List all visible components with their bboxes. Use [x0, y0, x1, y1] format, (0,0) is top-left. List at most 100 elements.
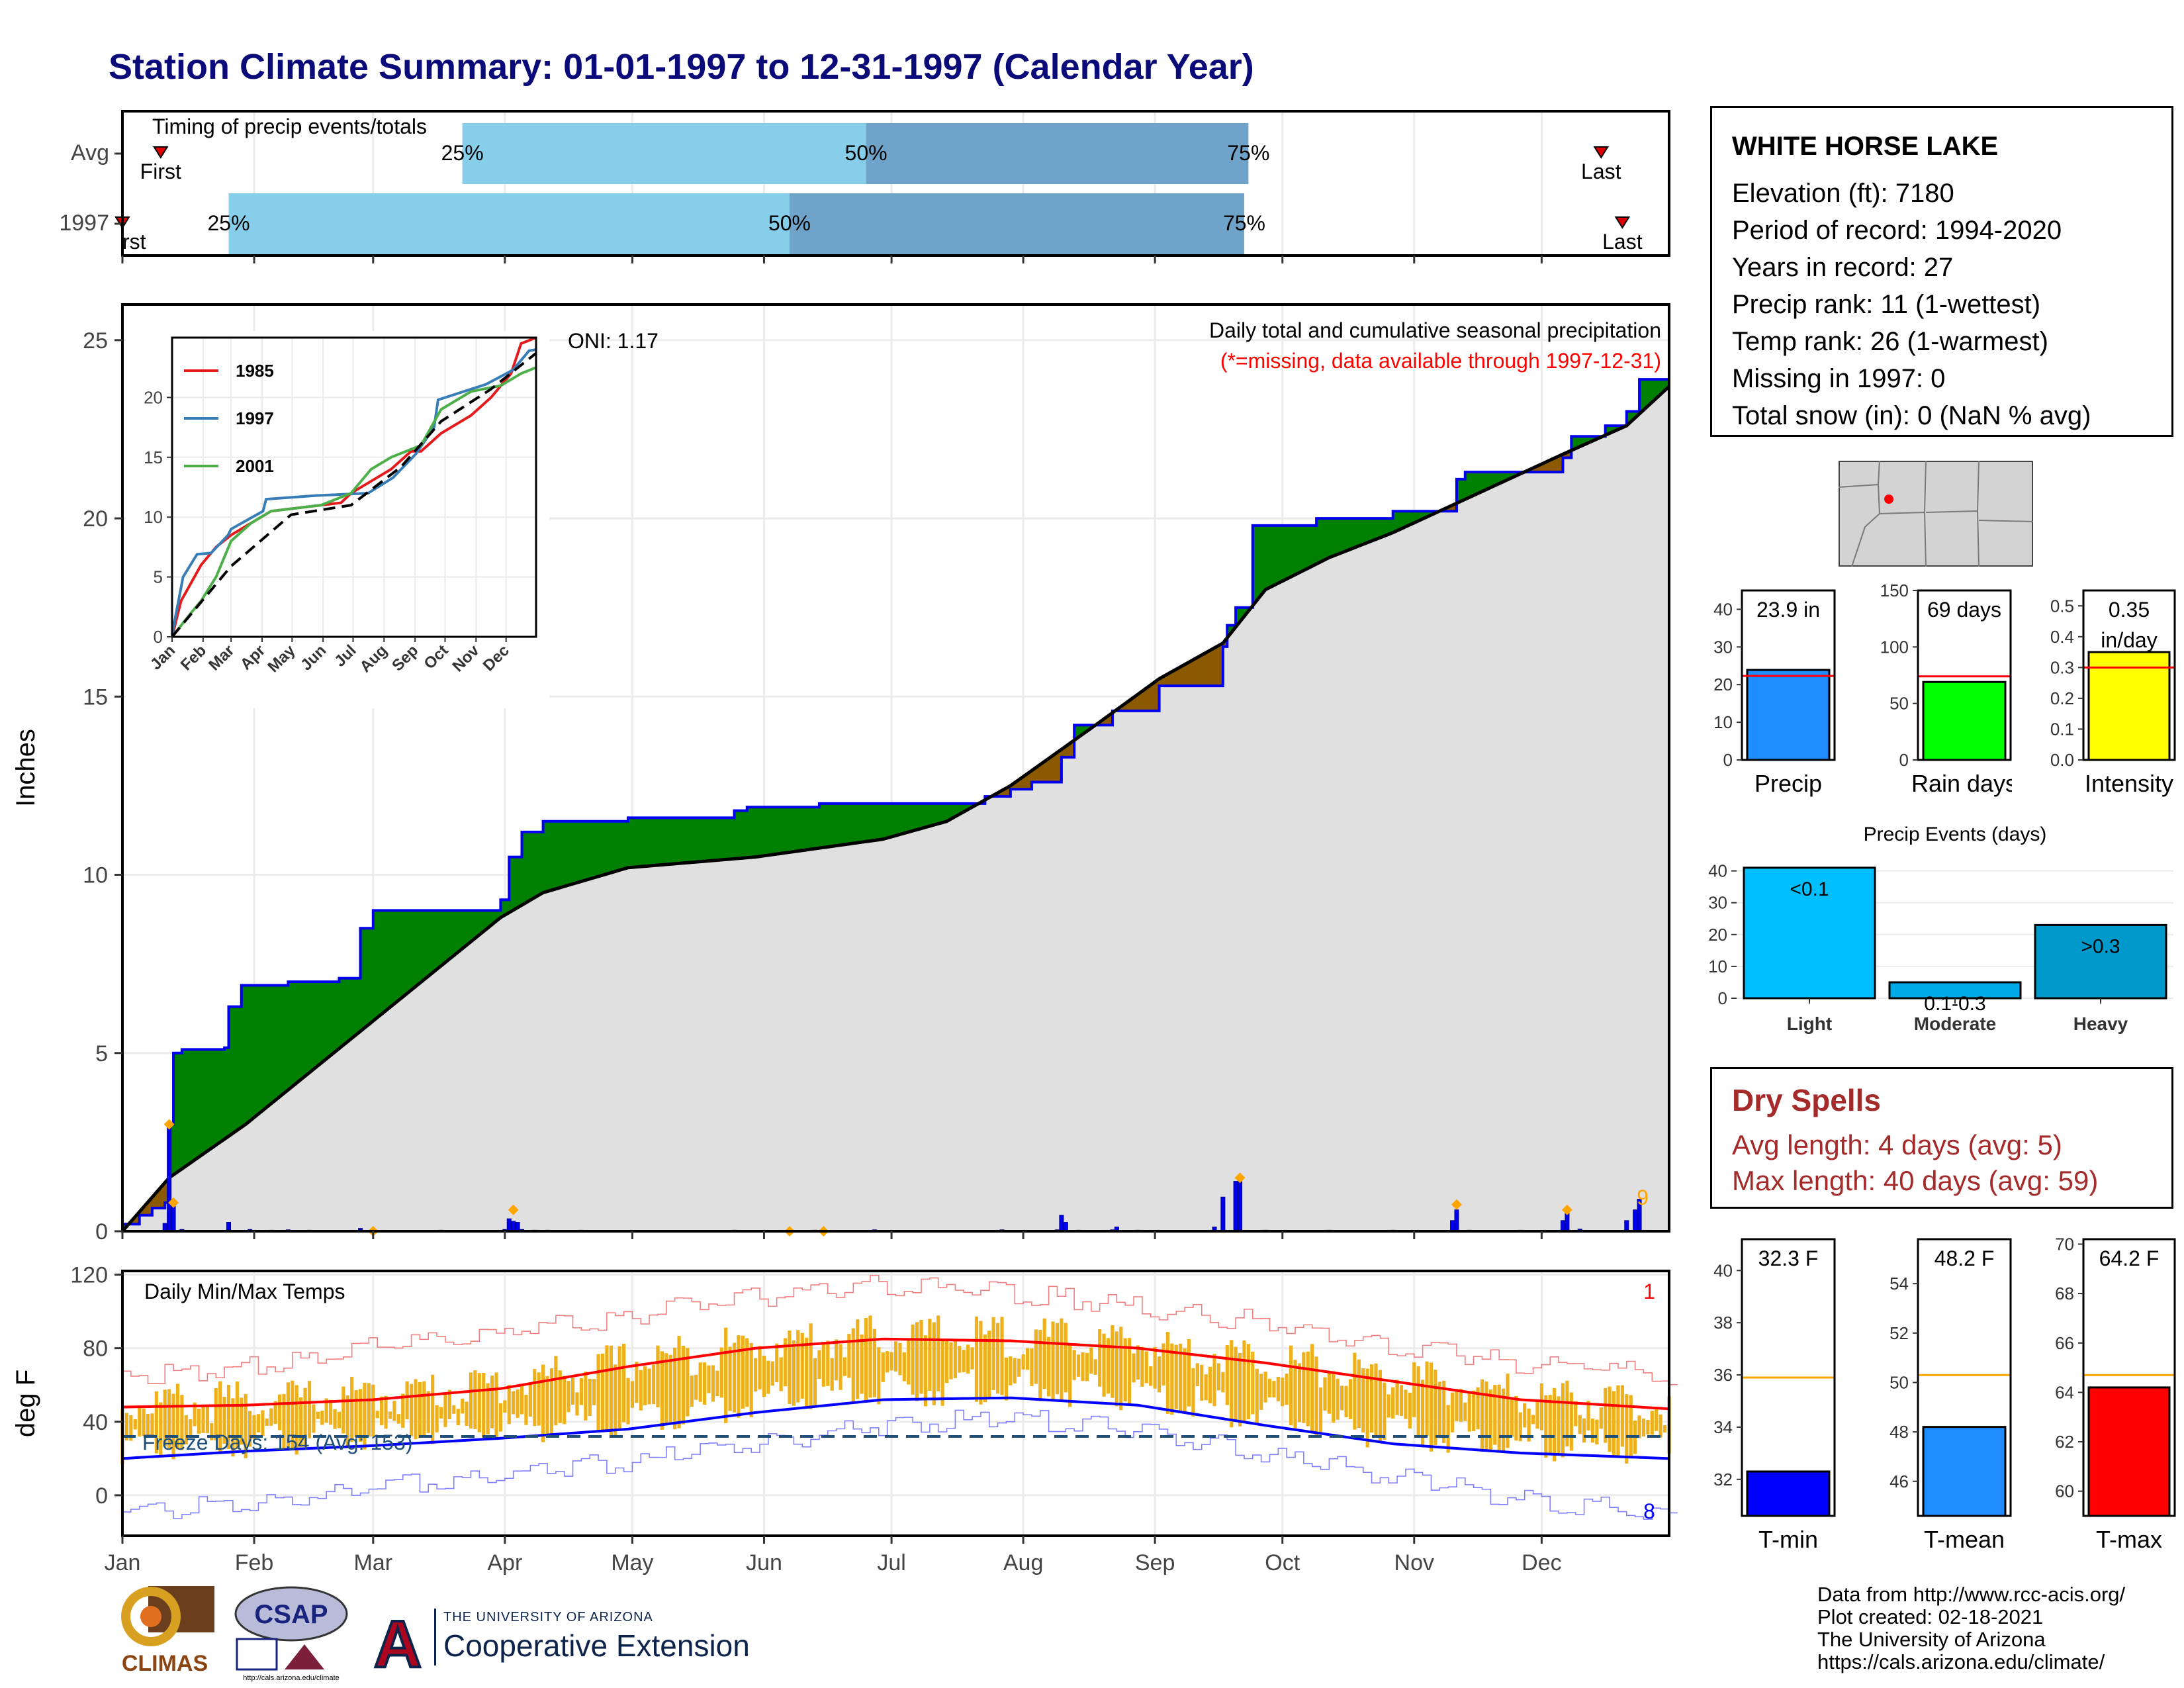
precip-departure-segment	[929, 803, 934, 827]
precip-departure-segment	[224, 1047, 229, 1140]
temp-daily-bar	[1098, 1329, 1102, 1387]
precip-departure-segment	[1197, 654, 1203, 686]
bar-y-tick-label: 70	[2055, 1234, 2074, 1254]
bar-value	[1922, 680, 2007, 761]
temp-daily-bar	[1255, 1368, 1259, 1425]
temp-daily-bar	[367, 1383, 371, 1437]
temp-daily-bar	[1034, 1329, 1038, 1384]
temp-daily-bar	[563, 1376, 567, 1425]
temp-daily-bar	[719, 1347, 723, 1398]
precip-departure-segment	[415, 910, 420, 987]
temp-daily-bar	[282, 1393, 286, 1449]
events-bar-label: <0.1	[1790, 878, 1829, 900]
precip-departure-segment	[292, 981, 297, 1087]
temp-daily-bar	[821, 1342, 825, 1387]
temp-daily-bar	[1238, 1352, 1242, 1427]
precip-departure-segment	[861, 803, 866, 843]
precip-daily-bar	[1560, 1220, 1565, 1232]
inset-series-line	[171, 348, 537, 635]
precip-count-label: 9	[1637, 1186, 1649, 1209]
temp-daily-bar	[159, 1402, 163, 1457]
precip-departure-segment	[1295, 525, 1300, 575]
temp-daily-bar	[520, 1384, 524, 1415]
inset-series-line	[171, 366, 537, 638]
bar-value-label: 69 days	[1927, 598, 2001, 622]
temp-daily-bar	[1230, 1340, 1234, 1428]
precip-departure-segment	[1210, 647, 1215, 686]
temp-daily-bar	[452, 1405, 456, 1414]
precip-departure-segment	[283, 985, 289, 1094]
temp-y-tick-label: 0	[95, 1483, 108, 1509]
temp-daily-bar	[1021, 1354, 1025, 1370]
precip-departure-segment	[594, 821, 599, 878]
precip-departure-segment	[296, 981, 301, 1084]
temp-daily-bar	[1637, 1415, 1641, 1438]
precip-departure-segment	[882, 803, 887, 840]
timing-row-label: Avg	[71, 140, 109, 165]
temp-avg-min-line	[122, 1396, 1670, 1460]
temp-daily-bar	[626, 1378, 630, 1425]
credit-plot-date: Plot created: 02-18-2021	[1817, 1605, 2044, 1628]
precip-daily-bar	[1220, 1196, 1226, 1232]
temp-daily-bar	[350, 1376, 354, 1442]
temp-daily-bar	[1200, 1364, 1204, 1401]
temp-daily-bar	[226, 1385, 231, 1449]
bar-y-tick-label: 54	[1889, 1274, 1909, 1293]
temp-daily-bar	[630, 1381, 635, 1408]
temp-daily-bar	[1484, 1382, 1488, 1452]
temp-daily-bar	[1285, 1374, 1289, 1405]
bar-value-label: 32.3 F	[1758, 1246, 1819, 1270]
temp-daily-bar	[966, 1344, 970, 1374]
precip-departure-segment	[1367, 518, 1372, 543]
precip-departure-segment	[220, 1049, 225, 1143]
temp-daily-bar	[1081, 1352, 1085, 1382]
precip-departure-segment	[288, 981, 293, 1091]
temp-daily-bar	[375, 1411, 379, 1419]
precip-departure-segment	[653, 818, 659, 866]
temp-daily-bar	[1332, 1371, 1336, 1423]
temp-daily-bar	[949, 1342, 953, 1380]
precip-y-tick-label: 5	[95, 1041, 108, 1066]
events-category-label: Moderate	[1914, 1013, 1996, 1034]
temp-daily-bar	[651, 1364, 656, 1405]
precip-departure-segment	[1286, 525, 1291, 580]
bar-value	[2087, 651, 2171, 761]
precip-departure-segment	[738, 810, 743, 859]
precip-departure-segment	[917, 803, 922, 830]
precip-departure-segment	[895, 803, 901, 836]
precip-departure-segment	[1214, 645, 1219, 686]
temp-daily-bar	[1574, 1401, 1578, 1427]
precip-departure-segment	[585, 821, 590, 881]
bar-value	[1922, 1426, 2007, 1517]
temp-daily-bar	[1625, 1394, 1629, 1464]
temp-daily-bar	[1437, 1382, 1441, 1438]
temp-daily-bar	[1234, 1346, 1238, 1420]
precip-y-tick-label: 15	[83, 684, 108, 710]
temp-daily-bar	[1242, 1340, 1246, 1422]
month-label: Dec	[1522, 1550, 1561, 1575]
precip-departure-segment	[801, 806, 807, 851]
precip-departure-segment	[207, 1049, 212, 1152]
precip-departure-segment	[619, 821, 624, 870]
temp-daily-bar	[1531, 1415, 1535, 1425]
precip-departure-segment	[1265, 525, 1270, 590]
temp-daily-bar	[1662, 1425, 1667, 1433]
temp-daily-bar	[1578, 1415, 1582, 1434]
temp-daily-bar	[498, 1403, 503, 1432]
temp-daily-bar	[860, 1335, 864, 1394]
temp-daily-bar	[1348, 1379, 1353, 1419]
precip-departure-segment	[1354, 518, 1359, 548]
temp-daily-bar	[1476, 1387, 1480, 1430]
climas-logo-ring	[121, 1587, 181, 1646]
precip-daily-bar	[1624, 1220, 1629, 1232]
precip-departure-segment	[309, 981, 314, 1074]
precip-departure-segment	[1282, 525, 1287, 582]
temp-daily-bar	[991, 1317, 995, 1390]
temp-daily-bar	[711, 1365, 715, 1402]
events-y-tick-label: 20	[1708, 925, 1727, 945]
temp-daily-bar	[1421, 1380, 1425, 1447]
temp-daily-bar	[868, 1315, 872, 1398]
precip-departure-segment	[878, 803, 884, 840]
precip-departure-segment	[810, 806, 815, 850]
